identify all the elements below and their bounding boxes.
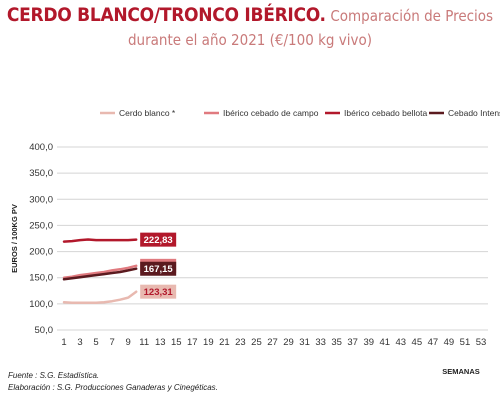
x-tick-label: 1 bbox=[61, 337, 66, 348]
chart-title: CERDO BLANCO/TRONCO IBÉRICO. Comparación… bbox=[0, 4, 500, 52]
y-tick-label: 50,0 bbox=[35, 325, 54, 336]
y-tick-label: 300,0 bbox=[29, 194, 53, 205]
x-tick-label: 11 bbox=[139, 337, 149, 348]
y-tick-label: 400,0 bbox=[29, 142, 53, 153]
x-tick-label: 53 bbox=[476, 337, 487, 348]
y-tick-label: 250,0 bbox=[29, 220, 53, 231]
series-line bbox=[62, 264, 138, 279]
x-tick-label: 15 bbox=[171, 337, 182, 348]
x-tick-label: 37 bbox=[347, 337, 358, 348]
series-line bbox=[62, 238, 138, 243]
x-tick-label: 17 bbox=[187, 337, 198, 348]
y-axis-title: EUROS / 100KG PV bbox=[10, 204, 19, 273]
legend-label: Ibérico cebado bellota bbox=[344, 108, 427, 118]
x-tick-label: 7 bbox=[109, 337, 114, 348]
x-tick-label: 29 bbox=[283, 337, 294, 348]
x-tick-label: 19 bbox=[203, 337, 214, 348]
x-tick-label: 51 bbox=[460, 337, 471, 348]
data-label-box bbox=[140, 232, 177, 247]
chart-title-main: CERDO BLANCO/TRONCO IBÉRICO. bbox=[6, 4, 326, 26]
y-tick-label: 150,0 bbox=[29, 273, 53, 284]
x-tick-label: 43 bbox=[396, 337, 407, 348]
series-line bbox=[62, 290, 138, 305]
data-label: 123,31 bbox=[144, 287, 174, 298]
y-tick-label: 100,0 bbox=[29, 299, 53, 310]
x-tick-label: 45 bbox=[412, 337, 423, 348]
y-tick-label: 350,0 bbox=[29, 168, 53, 179]
chart-subtitle-part2: durante el año 2021 (€/100 kg vivo) bbox=[127, 31, 373, 49]
x-tick-label: 13 bbox=[155, 337, 166, 348]
legend-label: Ibérico cebado de campo bbox=[223, 108, 319, 118]
x-tick-label: 41 bbox=[379, 337, 390, 348]
data-label: 167,15 bbox=[144, 264, 174, 275]
chart-subtitle-part1: Comparación de Precios bbox=[330, 7, 494, 25]
x-tick-label: 47 bbox=[428, 337, 439, 348]
x-tick-label: 35 bbox=[331, 337, 342, 348]
x-tick-label: 49 bbox=[444, 337, 455, 348]
x-axis-title: SEMANAS bbox=[442, 367, 480, 376]
data-label-box bbox=[140, 284, 177, 299]
x-tick-label: 33 bbox=[315, 337, 326, 348]
x-tick-label: 27 bbox=[267, 337, 278, 348]
footer-elaboration: Elaboración : S.G. Producciones Ganadera… bbox=[8, 383, 218, 392]
x-tick-label: 21 bbox=[219, 337, 230, 348]
data-label: 222,83 bbox=[144, 235, 173, 246]
x-tick-label: 9 bbox=[126, 337, 131, 348]
y-tick-label: 200,0 bbox=[29, 247, 53, 258]
legend-label: Cebado Intensivo bbox=[448, 108, 500, 118]
x-tick-label: 39 bbox=[363, 337, 374, 348]
x-tick-label: 23 bbox=[235, 337, 246, 348]
x-tick-label: 3 bbox=[77, 337, 82, 348]
legend-label: Cerdo blanco * bbox=[119, 108, 176, 118]
data-label-box bbox=[140, 261, 177, 276]
footer-source: Fuente : S.G. Estadística. bbox=[8, 371, 100, 380]
series-line bbox=[62, 267, 138, 281]
x-tick-label: 25 bbox=[251, 337, 262, 348]
x-tick-label: 5 bbox=[93, 337, 98, 348]
x-tick-label: 31 bbox=[299, 337, 310, 348]
